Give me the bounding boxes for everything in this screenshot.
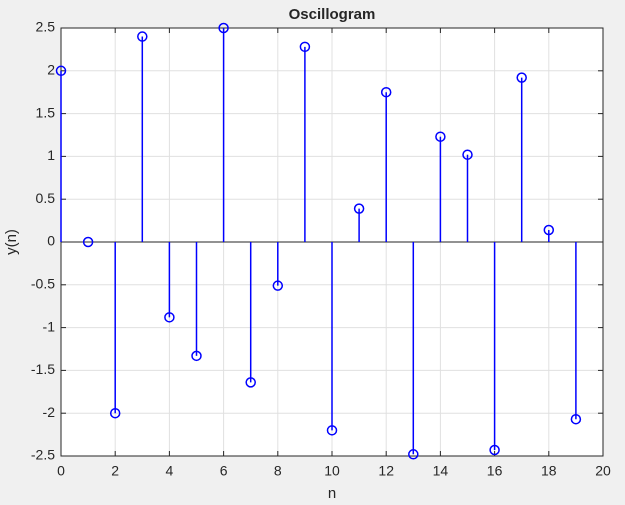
x-tick-label: 20 xyxy=(595,463,611,479)
stem-marker xyxy=(353,203,365,214)
x-tick-label: 18 xyxy=(541,463,557,479)
y-tick-label: -0.5 xyxy=(31,276,55,292)
stem-marker xyxy=(191,350,202,362)
y-tick-label: -2 xyxy=(43,404,56,420)
y-tick-label: 2 xyxy=(47,62,55,78)
x-tick-label: 4 xyxy=(166,463,174,479)
y-tick-label: 1 xyxy=(47,147,55,163)
y-tick-label: -1.5 xyxy=(31,361,55,377)
x-tick-label: 12 xyxy=(378,463,394,479)
stem-marker xyxy=(137,31,148,42)
chart-title: Oscillogram xyxy=(289,6,376,23)
y-tick-label: 2.5 xyxy=(36,19,56,35)
y-tick-label: 0.5 xyxy=(36,190,56,206)
x-tick-label: 10 xyxy=(324,463,340,479)
stem-marker xyxy=(543,224,555,236)
stem-marker xyxy=(55,65,67,77)
stem-marker xyxy=(164,312,175,323)
stem-marker xyxy=(435,131,446,142)
stem-marker xyxy=(326,425,338,436)
y-tick-label: 0 xyxy=(47,233,55,249)
y-tick-label: -2.5 xyxy=(31,447,55,463)
stem-marker xyxy=(109,407,121,419)
x-tick-label: 8 xyxy=(274,463,282,479)
x-tick-label: 2 xyxy=(111,463,119,479)
x-tick-label: 0 xyxy=(57,463,65,479)
stem-marker xyxy=(516,72,527,83)
stem-marker xyxy=(299,41,311,53)
y-tick-label: 1.5 xyxy=(36,104,56,120)
stem-marker xyxy=(408,449,419,460)
stem-marker xyxy=(489,444,500,456)
x-tick-label: 14 xyxy=(433,463,449,479)
stem-marker xyxy=(570,413,582,425)
stem-marker xyxy=(82,236,94,248)
stem-marker xyxy=(380,86,392,98)
x-tick-label: 16 xyxy=(487,463,503,479)
y-tick-label: -1 xyxy=(43,318,56,334)
stem-marker xyxy=(218,22,229,34)
x-axis-label: n xyxy=(328,485,336,502)
stem-marker xyxy=(272,280,284,291)
stem-marker xyxy=(462,149,473,160)
stem-marker xyxy=(245,377,256,388)
x-tick-label: 6 xyxy=(220,463,228,479)
y-axis-label: y(n) xyxy=(3,229,20,255)
